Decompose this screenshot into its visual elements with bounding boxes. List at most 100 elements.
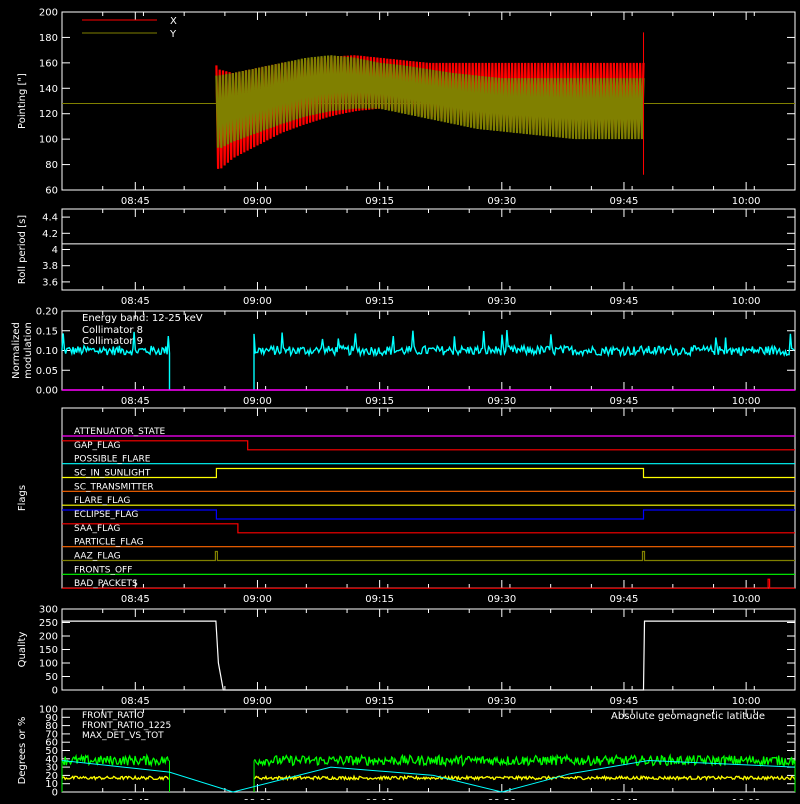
modulation-legend-collimator-9: Collimator 9: [82, 336, 143, 347]
ratios-ytick-label: 50: [45, 746, 58, 757]
pointing-legend-label-x: X: [170, 16, 177, 27]
ratios-ytick-label: 100: [39, 705, 58, 716]
pointing-xtick-label: 10:00: [732, 196, 761, 207]
ratios-series-front-ratio-1225: [61, 753, 170, 768]
flag-label-sc-transmitter: SC_TRANSMITTER: [74, 482, 154, 492]
flag-label-fronts-off: FRONTS_OFF: [74, 565, 132, 575]
ratios-legend-front-ratio-1225: FRONT_RATIO_1225: [82, 721, 171, 731]
flag-line-eclipse-flag: [62, 509, 795, 520]
roll-xtick-label: 09:00: [243, 296, 272, 307]
roll-ytick-label: 3.8: [42, 261, 58, 272]
pointing-ytick-label: 80: [45, 160, 58, 171]
pointing-ytick-label: 100: [39, 135, 58, 146]
ratios-legend-front-ratio: FRONT_RATIO: [82, 711, 144, 721]
pointing-ytick-label: 120: [39, 109, 58, 120]
pointing-series-y: [215, 55, 645, 148]
modulation-series-collimator-8: [61, 331, 171, 390]
flag-label-possible-flare: POSSIBLE_FLARE: [74, 455, 151, 465]
ratios-legend-max-det-vs-tot: MAX_DET_VS_TOT: [82, 731, 164, 741]
ratios-ytick-label: 80: [45, 721, 58, 732]
roll-xtick-label: 08:45: [121, 296, 150, 307]
flag-label-sc-in-sunlight: SC_IN_SUNLIGHT: [74, 469, 151, 479]
pointing-ytick-label: 60: [45, 186, 58, 197]
ratios-ytick-label: 40: [45, 754, 58, 765]
pointing-ylabel: Pointing ["]: [17, 73, 28, 129]
flags-xtick-label: 09:00: [243, 594, 272, 605]
roll-xtick-label: 09:45: [610, 296, 639, 307]
pointing-legend-label-y: Y: [169, 29, 177, 40]
flag-line-gap-flag: [62, 440, 795, 451]
modulation-xtick-label: 09:00: [243, 396, 272, 407]
pointing-ytick-label: 140: [39, 84, 58, 95]
modulation-legend-collimator-8: Collimator 8: [82, 325, 143, 336]
flag-label-aaz-flag: AAZ_FLAG: [74, 552, 121, 562]
flags-xtick-label: 09:45: [610, 594, 639, 605]
ratios-ytick-label: 10: [45, 779, 58, 790]
roll-xtick-label: 09:30: [487, 296, 516, 307]
flag-line-aaz-flag: [62, 550, 795, 562]
pointing-xtick-label: 09:30: [487, 196, 516, 207]
flag-label-particle-flag: PARTICLE_FLAG: [74, 538, 144, 548]
modulation-ytick-label: 0.20: [36, 307, 58, 318]
modulation-ylabel: Normalized: [11, 322, 22, 379]
quality-xtick-label: 09:00: [243, 696, 272, 707]
quality-ytick-label: 250: [39, 618, 58, 629]
pointing-ytick-label: 160: [39, 58, 58, 69]
ratios-ylabel: Degrees or %: [17, 717, 28, 785]
roll-xtick-label: 09:15: [365, 296, 394, 307]
ratios-ytick-label: 20: [45, 771, 58, 782]
quality-xtick-label: 09:15: [365, 696, 394, 707]
quality-xtick-label: 09:45: [610, 696, 639, 707]
pointing-xtick-label: 09:15: [365, 196, 394, 207]
flag-label-eclipse-flag: ECLIPSE_FLAG: [74, 510, 138, 520]
ratios-annotation: Absolute geomagnetic latitude: [611, 711, 765, 722]
flag-label-saa-flag: SAA_FLAG: [74, 524, 120, 534]
ratios-ytick-label: 0: [52, 788, 58, 799]
modulation-xtick-label: 10:00: [732, 396, 761, 407]
quality-xtick-label: 10:00: [732, 696, 761, 707]
ratios-series-absolute-geomagnetic-latitude: [61, 759, 796, 793]
flag-line-saa-flag: [62, 523, 795, 534]
modulation-xtick-label: 09:15: [365, 396, 394, 407]
modulation-annotation: Energy band: 12-25 keV: [82, 313, 203, 324]
modulation-xtick-label: 09:45: [610, 396, 639, 407]
quality-ytick-label: 0: [52, 686, 58, 697]
modulation-series-collimator-8: [253, 330, 795, 390]
roll-ytick-label: 3.6: [42, 277, 58, 288]
flag-label-bad-packets: BAD_PACKETS: [74, 579, 138, 589]
roll-ytick-label: 4.2: [42, 229, 58, 240]
pointing-xtick-label: 09:45: [610, 196, 639, 207]
flags-xtick-label: 10:00: [732, 594, 761, 605]
flag-label-attenuator-state: ATTENUATOR_STATE: [74, 427, 166, 437]
roll-xtick-label: 10:00: [732, 296, 761, 307]
roll-ytick-label: 4: [52, 245, 58, 256]
pointing-ytick-label: 200: [39, 8, 58, 19]
flag-line-bad-packets: [62, 578, 795, 589]
ratios-series-front-ratio-1225: [253, 753, 796, 768]
modulation-ytick-label: 0.05: [36, 366, 58, 377]
ratios-ytick-label: 90: [45, 713, 58, 724]
flag-label-gap-flag: GAP_FLAG: [74, 441, 120, 451]
modulation-ytick-label: 0.10: [36, 346, 58, 357]
quality-ylabel: Quality: [17, 632, 28, 668]
pointing-ytick-label: 180: [39, 33, 58, 44]
roll-ytick-label: 4.4: [42, 213, 58, 224]
ratios-ytick-label: 70: [45, 729, 58, 740]
ratios-ytick-label: 30: [45, 763, 58, 774]
modulation-ylabel: modulation: [23, 322, 34, 379]
quality-ytick-label: 100: [39, 659, 58, 670]
pointing-xtick-label: 09:00: [243, 196, 272, 207]
modulation-ytick-label: 0.15: [36, 326, 58, 337]
flags-xtick-label: 09:15: [365, 594, 394, 605]
roll-ylabel: Roll period [s]: [17, 215, 28, 284]
quality-xtick-label: 09:30: [487, 696, 516, 707]
modulation-xtick-label: 09:30: [487, 396, 516, 407]
quality-ytick-label: 150: [39, 645, 58, 656]
pointing-xtick-label: 08:45: [121, 196, 150, 207]
flag-label-flare-flag: FLARE_FLAG: [74, 496, 130, 506]
ratios-series-front-ratio: [253, 774, 796, 782]
ratios-ytick-label: 60: [45, 738, 58, 749]
quality-ytick-label: 200: [39, 632, 58, 643]
